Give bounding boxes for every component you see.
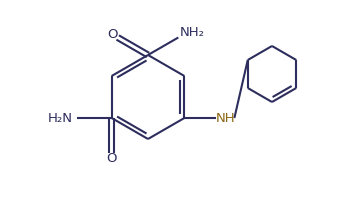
Text: NH: NH (216, 113, 235, 126)
Text: O: O (107, 28, 118, 41)
Text: O: O (106, 152, 117, 166)
Text: NH₂: NH₂ (180, 26, 205, 39)
Text: H₂N: H₂N (48, 112, 73, 124)
